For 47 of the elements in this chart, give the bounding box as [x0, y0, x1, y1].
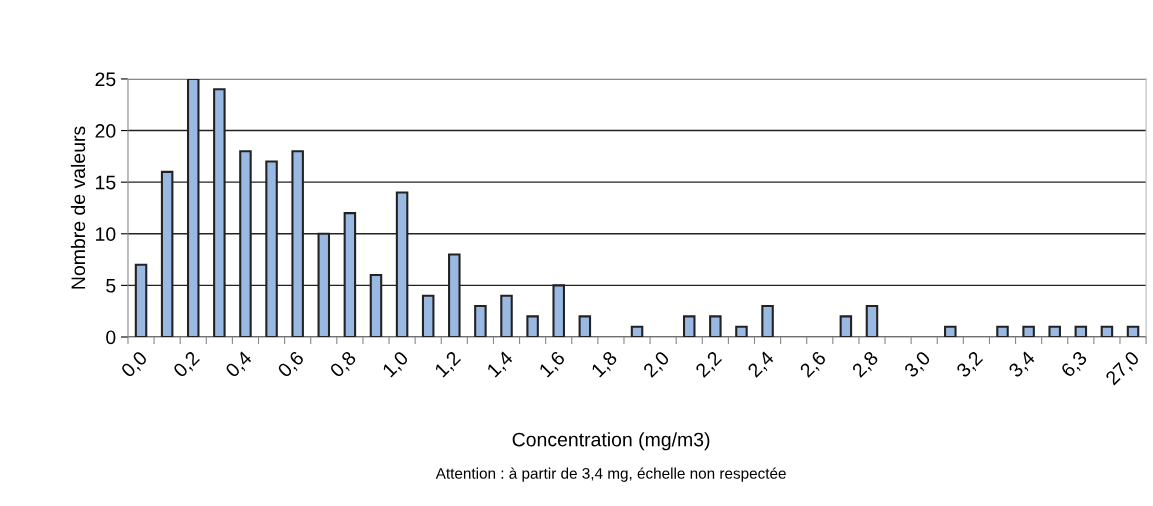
x-tick-label: 2,8	[851, 350, 881, 380]
y-tick-label: 5	[106, 279, 116, 293]
x-tick-label: 1,2	[433, 350, 463, 380]
bar	[630, 325, 644, 337]
bar	[682, 315, 696, 337]
x-tick-label: 3,2	[955, 350, 985, 380]
bar	[1022, 325, 1035, 337]
x-tick-label: 0,6	[276, 350, 307, 380]
bar	[1048, 325, 1061, 337]
text: Attention : à partir de 3,4 mg, échelle non respectée	[435, 467, 786, 482]
x-tick-label: 2,2	[694, 350, 724, 380]
x-tick-label: 3,0	[903, 350, 933, 380]
x-axis-title: Concentration (mg/m3)	[512, 432, 710, 451]
x-tick-label: 1,6	[538, 350, 568, 380]
bar	[474, 304, 487, 337]
bar	[1100, 325, 1114, 337]
x-tick-label: 0,4	[224, 350, 255, 380]
y-tick-label: 25	[95, 72, 116, 87]
x-tick-label: 6,3	[1060, 350, 1090, 380]
bar	[944, 325, 957, 337]
bar	[526, 315, 539, 337]
y-tick-label: 20	[95, 124, 116, 138]
bar	[1126, 325, 1140, 337]
bar	[709, 315, 722, 337]
bar	[735, 325, 748, 337]
x-tick-label: 2,0	[642, 350, 672, 380]
x-tick-label: 1,4	[486, 350, 516, 380]
x-tick-label: 0,2	[172, 350, 202, 380]
y-tick-label: 10	[96, 227, 116, 242]
x-tick-label: 3,4	[1007, 350, 1038, 380]
bar	[996, 325, 1009, 337]
y-axis-title: Nombre de valeurs	[70, 126, 86, 289]
x-tick-label: 0,0	[120, 350, 150, 380]
bar	[1074, 325, 1088, 337]
bar	[421, 294, 435, 337]
y-tick-label: 15	[96, 175, 116, 190]
x-tick-label: 2,6	[799, 350, 829, 380]
bar	[578, 315, 592, 337]
bar	[761, 304, 774, 337]
x-tick-label: 1,8	[590, 350, 620, 380]
bar	[839, 315, 853, 337]
x-tick-label: 2,4	[746, 350, 777, 380]
bar	[865, 304, 879, 337]
x-tick-label: 0,8	[329, 350, 359, 380]
x-tick-label: 1,0	[381, 350, 411, 380]
bar	[500, 294, 513, 337]
y-tick-label: 0	[106, 330, 116, 345]
